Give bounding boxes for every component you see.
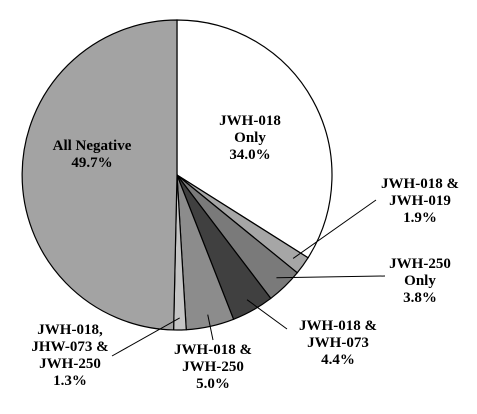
- leader-line-5: [111, 317, 180, 357]
- leader-line-1: [292, 199, 377, 259]
- slice-label-line: 4.4%: [321, 352, 355, 368]
- slice-label-line: JWH-250: [389, 256, 451, 272]
- pie-slice-0: [176, 19, 333, 259]
- slice-label-line: JWH-018 &: [381, 176, 459, 192]
- slice-label-line: JWH-018: [219, 113, 281, 129]
- slice-label-2: JWH-250 Only 3.8%: [389, 256, 451, 306]
- slice-label-line: JWH-019: [389, 193, 451, 209]
- slice-label-5: JWH-018, JHW-073 & JWH-250 1.3%: [31, 322, 108, 389]
- slice-label-line: JWH-018 &: [174, 342, 252, 358]
- slice-label-line: JHW-073 &: [31, 339, 108, 355]
- slice-label-line: JWH-018 &: [299, 318, 377, 334]
- pie-slices: [21, 19, 333, 331]
- slice-label-0: JWH-018 Only 34.0%: [219, 113, 281, 163]
- slice-label-line: JWH-250: [182, 359, 244, 375]
- slice-label-line: 1.9%: [403, 210, 437, 226]
- slice-label-line: 3.8%: [403, 290, 437, 306]
- slice-label-line: 5.0%: [196, 376, 230, 392]
- leader-line-4: [207, 314, 214, 341]
- leader-lines: [111, 199, 386, 357]
- slice-label-6: All Negative 49.7%: [53, 138, 132, 171]
- leader-line-2: [276, 275, 386, 279]
- slice-label-line: 34.0%: [229, 147, 270, 163]
- slice-label-3: JWH-018 & JWH-073 4.4%: [299, 318, 377, 368]
- slice-label-line: JWH-018,: [37, 322, 103, 338]
- slice-label-line: 49.7%: [71, 155, 112, 171]
- leader-line-3: [246, 299, 288, 330]
- slice-label-line: Only: [404, 273, 436, 289]
- slice-label-line: JWH-250: [39, 356, 101, 372]
- slice-label-1: JWH-018 & JWH-019 1.9%: [381, 176, 459, 226]
- slice-label-line: 1.3%: [53, 373, 87, 389]
- slice-label-line: JWH-073: [307, 335, 369, 351]
- slice-label-4: JWH-018 & JWH-250 5.0%: [174, 342, 252, 392]
- slice-labels: JWH-018 Only 34.0%JWH-018 & JWH-019 1.9%JWH-…: [31, 113, 459, 392]
- slice-label-line: Only: [234, 130, 266, 146]
- pie-slice-6: [21, 19, 178, 331]
- slice-label-line: All Negative: [53, 138, 132, 154]
